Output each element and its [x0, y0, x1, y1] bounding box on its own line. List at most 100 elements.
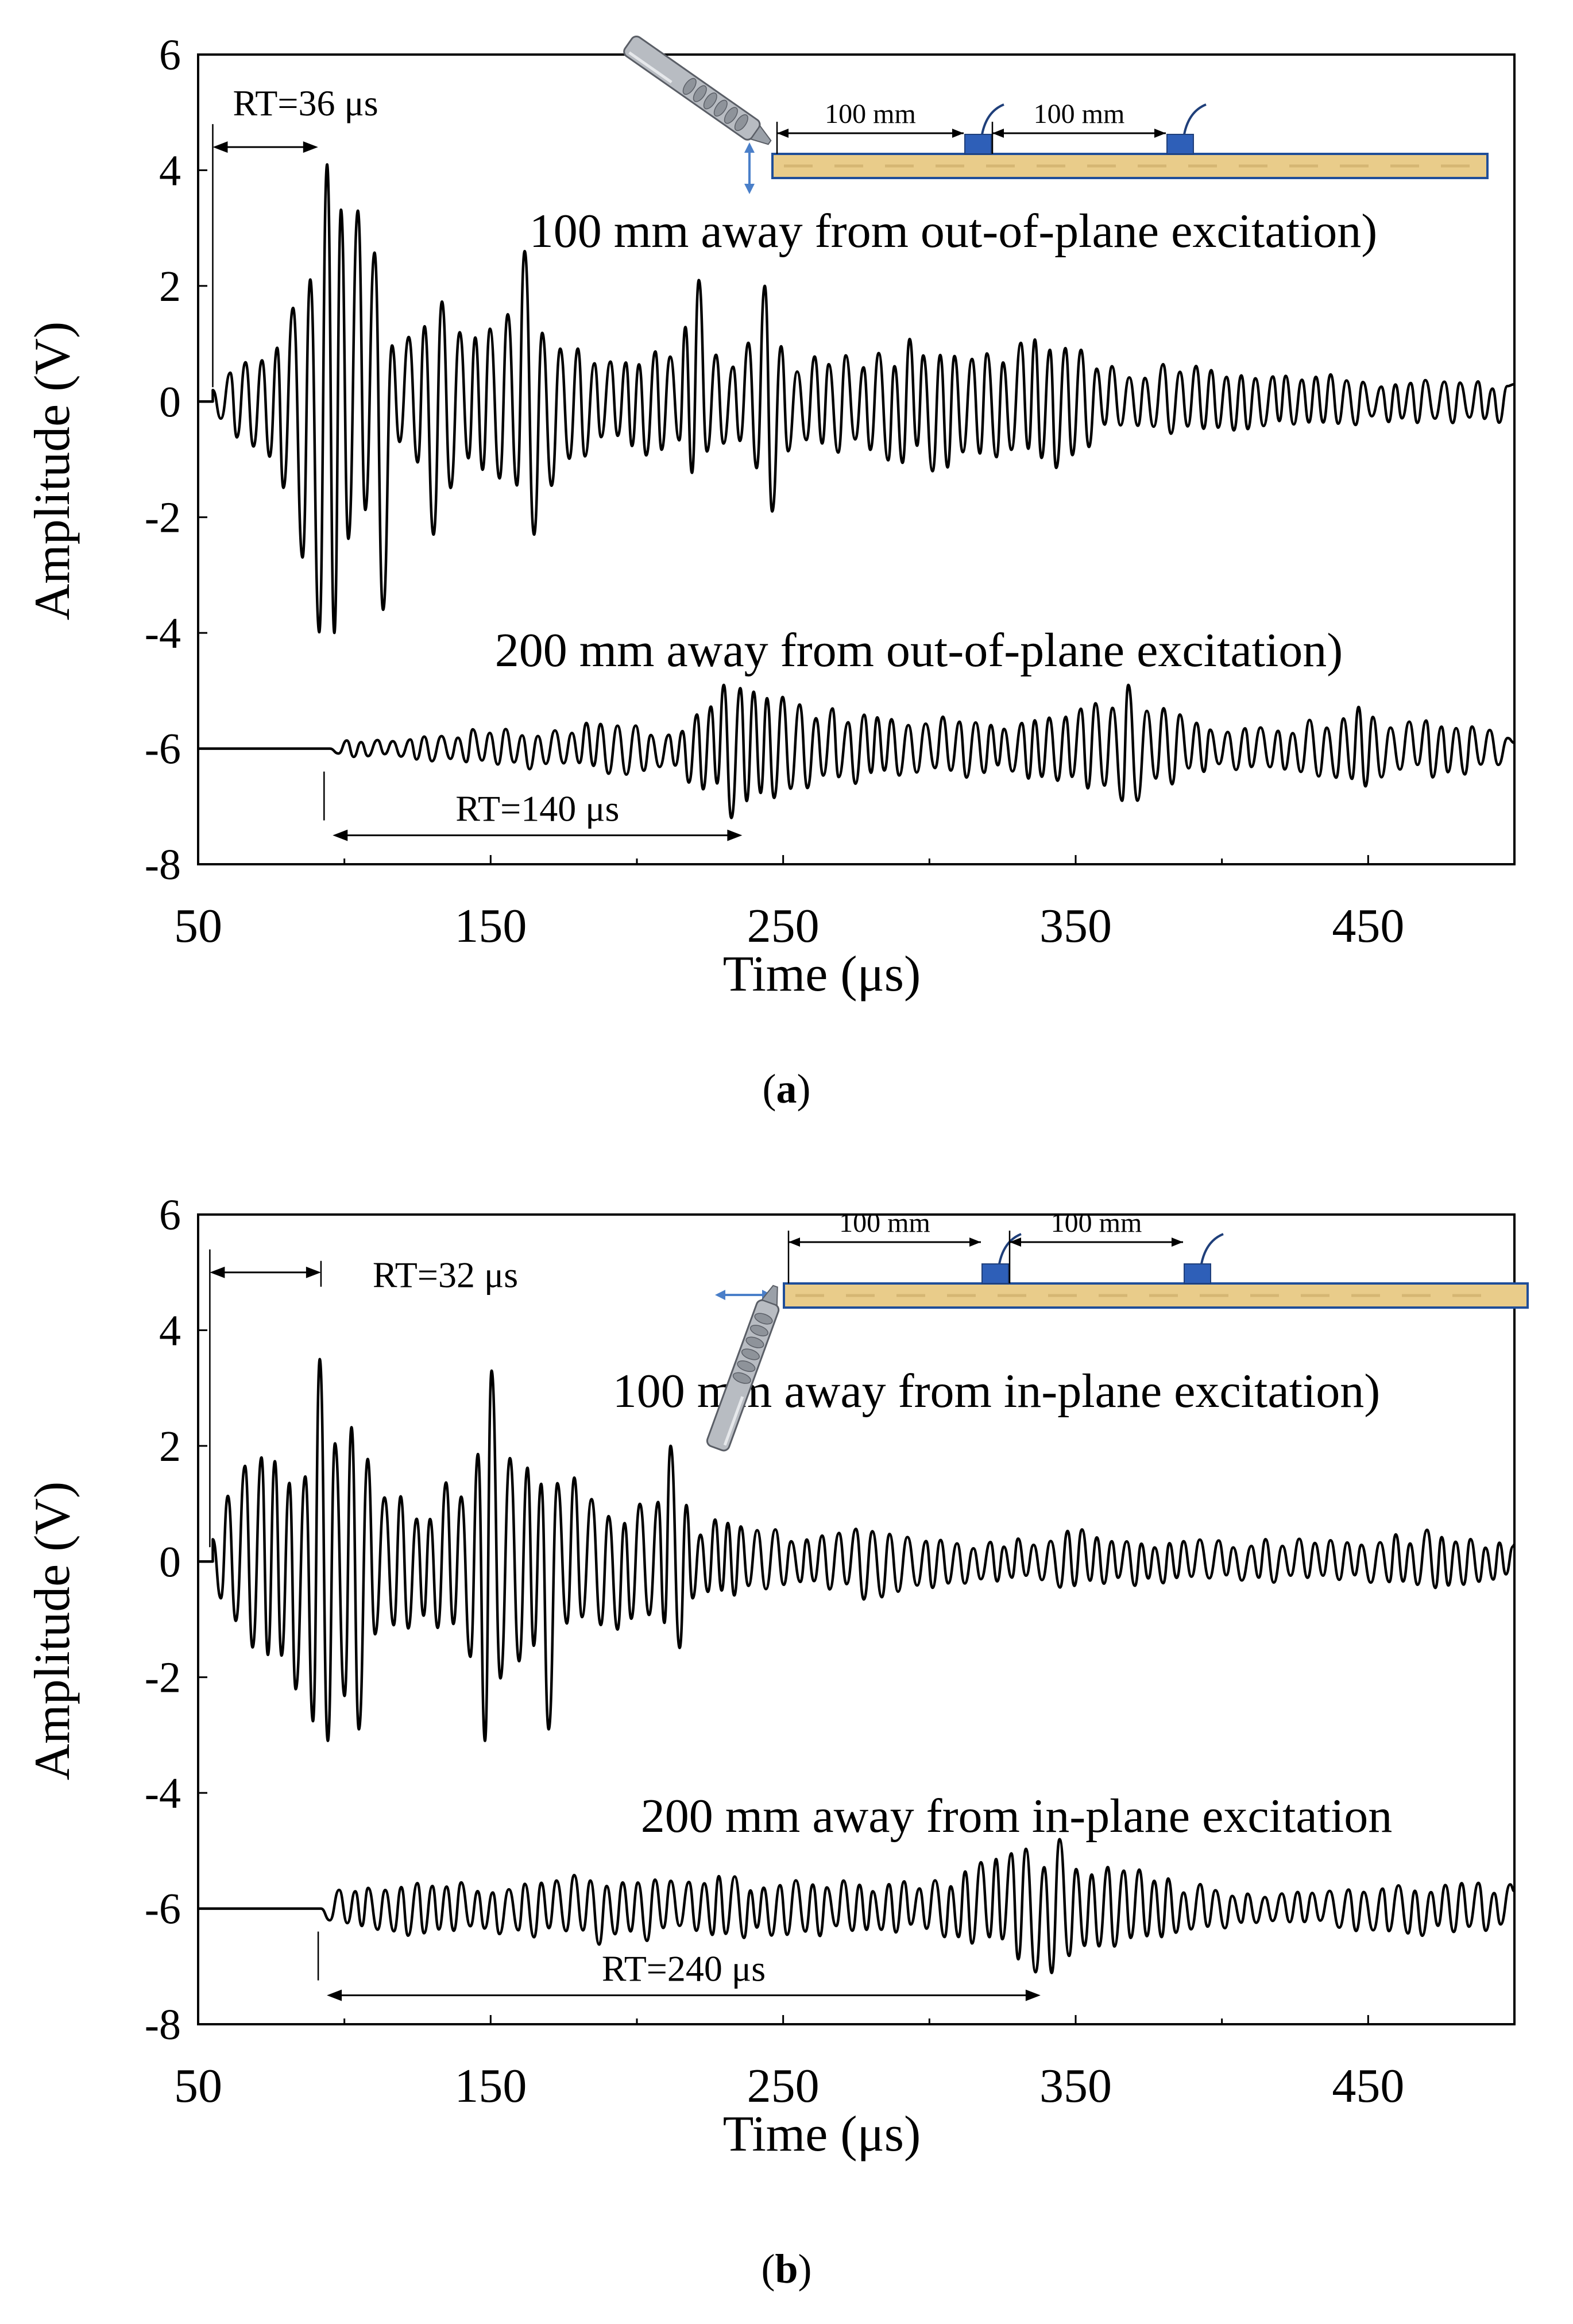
x-tick-label: 350 [1039, 2059, 1112, 2113]
series-label-1: 100 mm away from out-of-plane excitation… [530, 204, 1378, 258]
rt-annotation-2 [323, 771, 743, 841]
rt-arrow-head-right [306, 1266, 321, 1278]
hammer-grip [693, 85, 707, 102]
dimension-head-left [992, 129, 1004, 138]
series-label-2: 200 mm away from in-plane excitation [641, 1789, 1393, 1843]
x-tick-label: 350 [1039, 899, 1112, 953]
dimension-head-left [777, 129, 789, 138]
y-tick-label: -4 [145, 609, 181, 658]
y-tick-label: 0 [159, 1538, 181, 1586]
dimension-label-1: 100 mm [839, 1208, 930, 1238]
caption-a-label: a [776, 1066, 797, 1112]
caption-b: (b) [761, 2246, 812, 2292]
dimension-head-left [789, 1238, 800, 1247]
dimension-head-right [969, 1238, 981, 1247]
hammer-grip [682, 78, 697, 95]
x-tick-label: 150 [454, 899, 527, 953]
hammer-grip [734, 114, 748, 132]
hammer-highlight [628, 51, 673, 84]
x-tick-label: 50 [174, 2059, 222, 2113]
hammer-grip [745, 1336, 764, 1348]
series-label-2: 200 mm away from out-of-plane excitation… [495, 624, 1343, 677]
sensor-1 [964, 134, 992, 154]
rt-arrow-head-left [210, 1266, 225, 1278]
excitation-arrow-head [744, 142, 755, 153]
caption-b-label: b [775, 2246, 798, 2292]
rt-arrow-head-right [727, 829, 743, 841]
y-tick-label: -2 [145, 494, 181, 542]
x-tick-label: 150 [454, 2059, 527, 2113]
hammer-grip [754, 1313, 773, 1325]
x-tick-label: 50 [174, 899, 222, 953]
rt-label: RT=32 μs [373, 1255, 518, 1296]
y-tick-label: -8 [145, 2001, 181, 2049]
y-tick-label: 6 [159, 31, 181, 79]
dimension-head-left [1010, 1238, 1021, 1247]
dimension-label-2: 100 mm [1051, 1208, 1142, 1238]
caption-a: (a) [762, 1066, 811, 1112]
panel-b: 6 4 2 0 -2 -4 -6 -8 50 150 250 350 450 Time (μs) Ampli… [0, 1160, 1573, 2324]
x-tick-label: 250 [747, 899, 820, 953]
y-axis-label: Amplitude (V) [25, 322, 80, 621]
y-tick-label: 6 [159, 1191, 181, 1239]
sensor-1 [981, 1263, 1009, 1284]
rt-arrow-head-right [1025, 1989, 1041, 2001]
y-tick-label: -6 [145, 725, 181, 774]
y-tick-label: -4 [145, 1769, 181, 1818]
y-tick-label: 4 [159, 146, 181, 195]
panel-a: 6 4 2 0 -2 -4 -6 -8 50 150 250 350 450 Time (μs) Ampli… [0, 0, 1573, 1160]
y-tick-label: 4 [159, 1306, 181, 1355]
hammer-grip [703, 92, 717, 110]
sensor-wire-1 [998, 1233, 1022, 1265]
rt-arrow-head-right [303, 141, 318, 153]
hammer-grip [737, 1360, 756, 1372]
hammer-tip [760, 1285, 778, 1306]
inset-schematic: 100 mm 100 mm [706, 1208, 1529, 1452]
rt-arrow-head-left [327, 1989, 342, 2001]
sensor-2 [1166, 134, 1194, 154]
dimension-label-2: 100 mm [1034, 99, 1125, 129]
chart-a: 6 4 2 0 -2 -4 -6 -8 50 150 250 350 450 Time (μs) Ampli… [25, 31, 1516, 1002]
dimension-head-right [1172, 1238, 1183, 1247]
excitation-hammer [623, 35, 772, 145]
excitation-arrow-head [744, 184, 755, 194]
hammer-grip [741, 1348, 760, 1360]
y-tick-label: 2 [159, 262, 181, 311]
series-line-2 [198, 683, 1514, 819]
rt-arrow-head-left [212, 141, 228, 153]
dimension-label-1: 100 mm [825, 99, 916, 129]
excitation-arrow-head [715, 1290, 725, 1300]
y-tick-label: -8 [145, 841, 181, 889]
hammer-grip [732, 1372, 751, 1384]
y-tick-label: -2 [145, 1654, 181, 1702]
plate [771, 153, 1489, 179]
y-tick-label: 0 [159, 378, 181, 426]
x-axis-label: Time (μs) [723, 946, 921, 1002]
plot-frame [197, 53, 1516, 865]
rt-annotation-2 [317, 1931, 1041, 2001]
hammer-grip [713, 99, 728, 117]
rt-label: RT=36 μs [233, 83, 378, 123]
plot-frame [197, 1213, 1516, 2025]
inset-schematic: 100 mm 100 mm [623, 35, 1489, 194]
rt-annotation-1 [209, 1249, 322, 1548]
rt-label: RT=240 μs [602, 1948, 766, 1989]
sensor-2 [1184, 1263, 1211, 1284]
y-axis-label: Amplitude (V) [25, 1482, 80, 1781]
hammer-grip [749, 1325, 768, 1337]
series-line-1 [198, 1358, 1514, 1742]
rt-annotation-1 [212, 124, 318, 388]
hammer-highlight [723, 1396, 744, 1446]
chart-b: 6 4 2 0 -2 -4 -6 -8 50 150 250 350 450 Time (μs) Ampli… [25, 1191, 1529, 2162]
rt-label: RT=140 μs [455, 788, 619, 829]
hammer-grip [724, 107, 738, 124]
x-axis-label: Time (μs) [723, 2106, 921, 2162]
dimension-head-right [1154, 129, 1166, 138]
y-tick-label: 2 [159, 1422, 181, 1471]
dimension-head-right [952, 129, 964, 138]
sensor-wire-2 [1183, 103, 1207, 135]
sensor-wire-1 [981, 103, 1004, 135]
rt-arrow-head-left [333, 829, 348, 841]
sensor-wire-2 [1200, 1233, 1224, 1265]
series-line-1 [198, 163, 1514, 635]
